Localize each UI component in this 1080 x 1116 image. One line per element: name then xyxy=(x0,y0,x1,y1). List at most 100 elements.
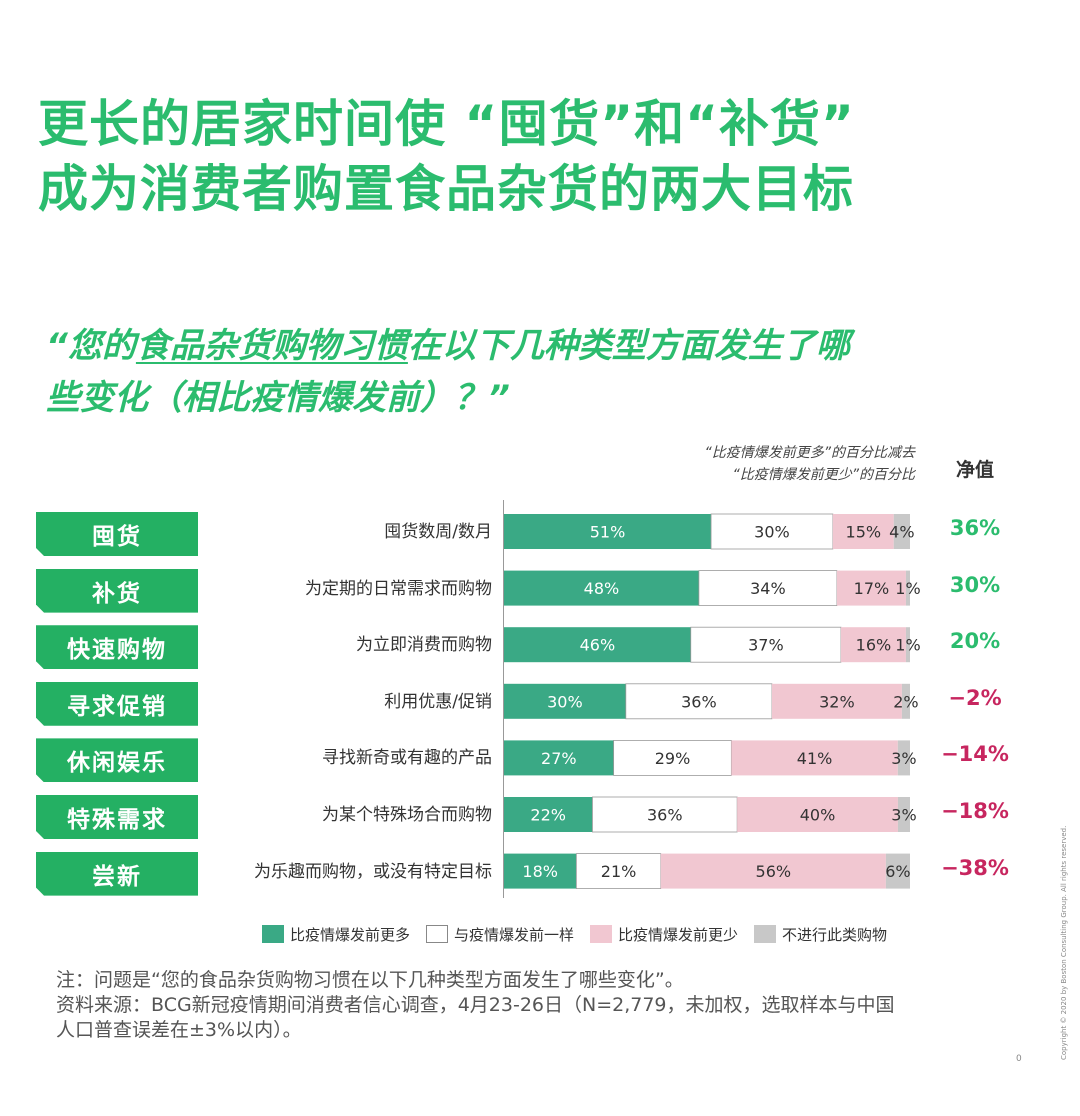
bar-label-5-0: 22% xyxy=(530,806,566,825)
bar-seg-6-1 xyxy=(575,853,662,889)
footnote-question: 注：问题是“您的食品杂货购物习惯在以下几种类型方面发生了哪些变化”。 xyxy=(56,969,684,991)
legend-item-more: 比疫情爆发前更多 xyxy=(262,924,410,945)
group-tag-3: 寻求促销 xyxy=(36,682,198,726)
bar-seg-4-0 xyxy=(504,740,614,776)
net-value-5: −18% xyxy=(941,799,1009,823)
bar-seg-5-0 xyxy=(504,797,593,832)
bar-seg-6-3 xyxy=(885,853,910,889)
bar-seg-5-1 xyxy=(592,796,738,833)
bar-seg-4-2 xyxy=(731,740,898,776)
bar-seg-3-3 xyxy=(901,683,910,719)
bar-label-2-0: 46% xyxy=(580,636,616,655)
bar-label-0-3: 4% xyxy=(889,523,914,542)
legend-item-less: 比疫情爆发前更少 xyxy=(590,924,738,945)
question-underlined: 食品杂货购物习惯 xyxy=(135,326,408,366)
bar-label-1-2: 17% xyxy=(854,579,890,598)
legend-item-none: 不进行此类购物 xyxy=(754,924,887,945)
legend-swatch-more xyxy=(262,925,284,943)
bar-seg-2-3 xyxy=(905,627,910,663)
footnote-source: 资料来源：BCG新冠疫情期间消费者信心调查，4月23-26日（N=2,779，未… xyxy=(56,994,895,1016)
question-prefix: “您的 xyxy=(46,326,136,366)
row-label-4: 寻找新奇或有趣的产品 xyxy=(322,748,492,769)
bar-label-3-0: 30% xyxy=(547,692,583,711)
row-label-3: 利用优惠/促销 xyxy=(384,691,492,712)
bar-seg-2-0 xyxy=(504,627,691,663)
question-suffix: 在以下几种类型方面发生了哪 xyxy=(407,326,850,366)
bar-seg-5-2 xyxy=(737,797,898,832)
bar-seg-2-1 xyxy=(690,626,842,663)
net-value-note: “比疫情爆发前更多”的百分比减去 “比疫情爆发前更少”的百分比 xyxy=(580,442,915,486)
bar-seg-0-3 xyxy=(893,514,910,549)
legend-swatch-none xyxy=(754,925,777,943)
row-label-5: 为某个特殊场合而购物 xyxy=(322,805,492,825)
bar-label-2-3: 1% xyxy=(895,636,920,655)
survey-question: “您的食品杂货购物习惯在以下几种类型方面发生了哪 些变化（相比疫情爆发前）？” xyxy=(46,320,1046,424)
bar-seg-1-0 xyxy=(504,570,699,606)
bar-label-0-1: 30% xyxy=(754,523,790,542)
bar-seg-6-0 xyxy=(504,853,577,889)
net-note-line-1: “比疫情爆发前更多”的百分比减去 xyxy=(704,445,915,461)
title-line-1: 更长的居家时间使 “囤货”和“补货” xyxy=(38,95,855,153)
bar-seg-3-1 xyxy=(625,683,773,720)
group-tag-5: 特殊需求 xyxy=(36,795,198,839)
bar-label-6-0: 18% xyxy=(522,862,558,881)
bar-label-1-3: 1% xyxy=(895,579,920,598)
bar-seg-3-0 xyxy=(504,683,626,719)
net-value-6: −38% xyxy=(941,855,1009,880)
page-number: 0 xyxy=(1016,1054,1022,1064)
title-line-2: 成为消费者购置食品杂货的两大目标 xyxy=(38,160,854,218)
footnote-source-cont: 人口普查误差在±3%以内）。 xyxy=(56,1019,302,1041)
net-value-0: 36% xyxy=(949,516,1001,540)
chart-axis xyxy=(503,500,504,898)
bar-label-0-2: 15% xyxy=(846,523,882,542)
net-note-line-2: “比疫情爆发前更少”的百分比 xyxy=(732,467,915,483)
footnotes: 注：问题是“您的食品杂货购物习惯在以下几种类型方面发生了哪些变化”。 资料来源：… xyxy=(56,968,1046,1043)
bar-label-2-1: 37% xyxy=(748,636,784,655)
group-tag-2: 快速购物 xyxy=(36,625,198,669)
group-tag-4: 休闲娱乐 xyxy=(36,738,198,782)
net-value-1: 30% xyxy=(949,572,1001,597)
bar-label-1-1: 34% xyxy=(750,579,786,598)
row-label-2: 为立即消费而购物 xyxy=(356,635,492,656)
bar-seg-5-3 xyxy=(897,797,910,832)
copyright-notice: Copyright © 2020 by Boston Consulting Gr… xyxy=(1060,825,1068,1060)
legend-label-more: 比疫情爆发前更多 xyxy=(290,925,411,944)
bar-seg-6-2 xyxy=(660,853,886,889)
bar-seg-1-2 xyxy=(836,570,906,606)
group-tag-6: 尝新 xyxy=(36,852,198,896)
bar-seg-4-1 xyxy=(613,740,732,776)
row-label-1: 为定期的日常需求而购物 xyxy=(305,578,492,599)
bar-label-3-3: 2% xyxy=(893,692,918,711)
bar-label-4-2: 41% xyxy=(797,749,833,768)
row-label-0: 囤货数周/数月 xyxy=(384,522,492,542)
group-tag-0: 囤货 xyxy=(36,512,198,556)
legend-label-none: 不进行此类购物 xyxy=(782,925,888,944)
question-line-2: 些变化（相比疫情爆发前）？” xyxy=(46,378,510,418)
net-value-2: 20% xyxy=(949,629,1001,654)
legend-swatch-same xyxy=(426,925,449,943)
net-value-3: −2% xyxy=(948,685,1002,710)
group-tag-1: 补货 xyxy=(36,569,198,613)
bar-label-6-2: 56% xyxy=(756,862,792,881)
bar-label-3-2: 32% xyxy=(819,692,855,711)
bar-seg-4-3 xyxy=(897,740,910,776)
bar-seg-2-2 xyxy=(840,627,906,663)
bar-seg-0-2 xyxy=(832,514,894,549)
net-value-4: −14% xyxy=(941,742,1009,767)
chart-legend: 比疫情爆发前更多 与疫情爆发前一样 比疫情爆发前更少 不进行此类购物 xyxy=(262,922,903,946)
bar-label-4-1: 29% xyxy=(655,749,691,768)
question-line-1: “您的食品杂货购物习惯在以下几种类型方面发生了哪 xyxy=(46,320,1046,372)
legend-item-same: 与疫情爆发前一样 xyxy=(426,924,574,945)
bar-label-5-2: 40% xyxy=(800,806,836,825)
row-label-6: 为乐趣而购物，或没有特定目标 xyxy=(254,861,492,882)
bar-label-4-0: 27% xyxy=(541,749,577,768)
page-title: 更长的居家时间使 “囤货”和“补货” 成为消费者购置食品杂货的两大目标 xyxy=(38,92,1068,222)
bar-seg-1-3 xyxy=(905,570,910,606)
bar-seg-0-0 xyxy=(504,514,712,549)
bar-seg-3-2 xyxy=(771,683,902,719)
legend-label-less: 比疫情爆发前更少 xyxy=(618,925,739,944)
bar-label-3-1: 36% xyxy=(681,692,717,711)
bar-label-6-3: 6% xyxy=(885,862,910,881)
bar-label-4-3: 3% xyxy=(891,749,916,768)
